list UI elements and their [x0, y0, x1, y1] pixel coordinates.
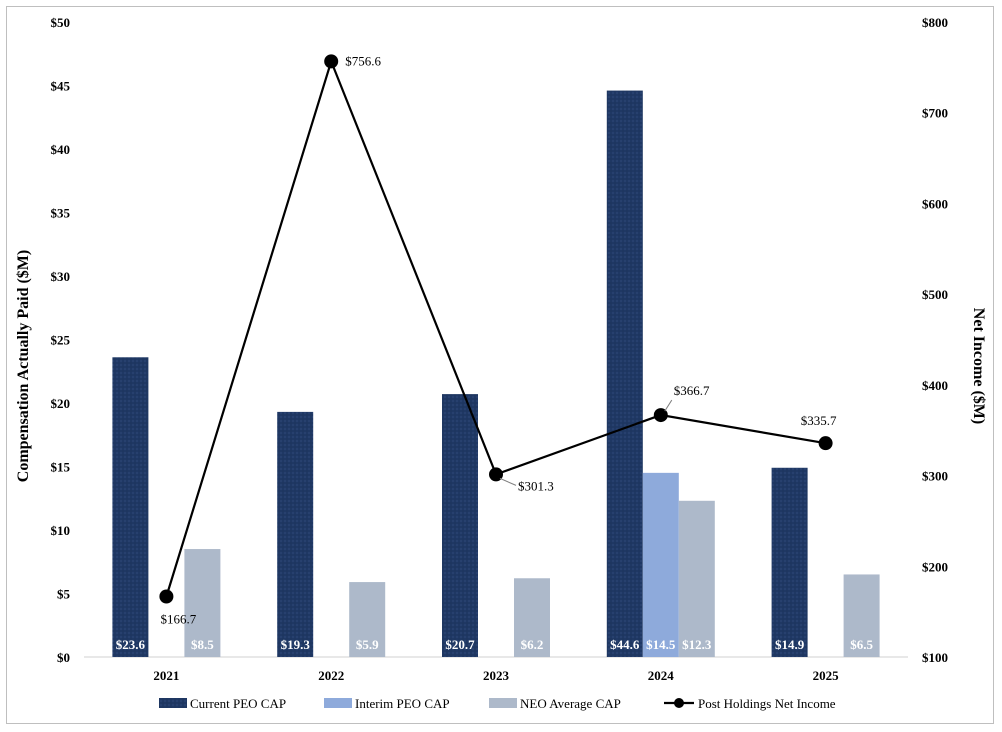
legend-label: Current PEO CAP	[190, 696, 286, 711]
y-tick-label: $20	[51, 396, 71, 411]
x-tick-label: 2021	[153, 668, 179, 683]
net-income-data-label: $166.7	[161, 611, 197, 626]
x-tick-label: 2025	[813, 668, 840, 683]
bar-data-label: $14.5	[646, 637, 676, 652]
label-leader-line	[664, 399, 673, 412]
y-tick-label: $0	[57, 650, 70, 665]
bar-data-label: $44.6	[610, 637, 640, 652]
x-tick-label: 2022	[318, 668, 344, 683]
legend-swatch	[489, 698, 517, 708]
y2-tick-label: $500	[922, 287, 948, 302]
bar-data-label: $20.7	[445, 637, 475, 652]
bar-current-peo-cap	[112, 357, 149, 657]
y-tick-label: $30	[51, 269, 71, 284]
net-income-data-label: $366.7	[674, 383, 710, 398]
y-tick-label: $45	[51, 79, 71, 94]
y2-tick-label: $200	[922, 559, 948, 574]
bar-data-label: $19.3	[281, 637, 311, 652]
bar-data-label: $6.2	[521, 637, 544, 652]
net-income-point	[653, 408, 668, 423]
y2-tick-label: $400	[922, 378, 948, 393]
net-income-data-label: $335.7	[801, 413, 837, 428]
bar-data-label: $5.9	[356, 637, 379, 652]
bar-data-label: $12.3	[682, 637, 712, 652]
y-axis-title: Compensation Actually Paid ($M)	[15, 250, 32, 482]
y-tick-label: $40	[51, 142, 71, 157]
y2-axis-title: Net Income ($M)	[970, 308, 987, 424]
net-income-data-label: $301.3	[518, 478, 554, 493]
bar-current-peo-cap	[442, 394, 478, 657]
label-leader-line	[499, 477, 517, 486]
bar-neo-average-cap	[678, 500, 715, 657]
legend-swatch	[159, 698, 187, 708]
y-tick-label: $25	[51, 333, 71, 348]
y-tick-label: $15	[51, 460, 71, 475]
legend-label: NEO Average CAP	[520, 696, 621, 711]
y-tick-label: $50	[51, 15, 71, 30]
bar-current-peo-cap	[606, 90, 643, 657]
legend-label: Post Holdings Net Income	[698, 696, 836, 711]
net-income-line	[165, 58, 826, 597]
bar-interim-peo-cap	[642, 472, 679, 657]
y2-tick-label: $300	[922, 469, 948, 484]
y2-tick-label: $600	[922, 196, 948, 211]
y-tick-label: $5	[57, 587, 71, 602]
net-income-point	[324, 54, 339, 69]
chart-frame	[6, 6, 994, 724]
y-tick-label: $35	[51, 206, 71, 221]
legend-swatch	[324, 698, 352, 708]
bar-data-label: $14.9	[775, 637, 805, 652]
net-income-data-label: $756.6	[345, 53, 381, 68]
bar-neo-average-cap	[843, 574, 880, 657]
bar-current-peo-cap	[277, 411, 314, 657]
net-income-point	[159, 589, 174, 604]
bar-neo-average-cap	[184, 549, 221, 657]
y2-tick-label: $800	[922, 15, 948, 30]
bar-data-label: $8.5	[191, 637, 214, 652]
bar-data-label: $23.6	[116, 637, 146, 652]
y2-tick-label: $100	[922, 650, 948, 665]
net-income-point	[818, 436, 833, 451]
bar-neo-average-cap	[349, 582, 386, 657]
x-tick-label: 2024	[648, 668, 675, 683]
bar-data-label: $6.5	[850, 637, 873, 652]
bar-neo-average-cap	[514, 578, 550, 657]
bar-current-peo-cap	[771, 467, 808, 657]
legend-swatch-marker	[674, 698, 684, 708]
y2-tick-label: $700	[922, 106, 948, 121]
x-tick-label: 2023	[483, 668, 510, 683]
net-income-point	[489, 467, 503, 482]
legend-label: Interim PEO CAP	[355, 696, 450, 711]
y-tick-label: $10	[51, 523, 71, 538]
